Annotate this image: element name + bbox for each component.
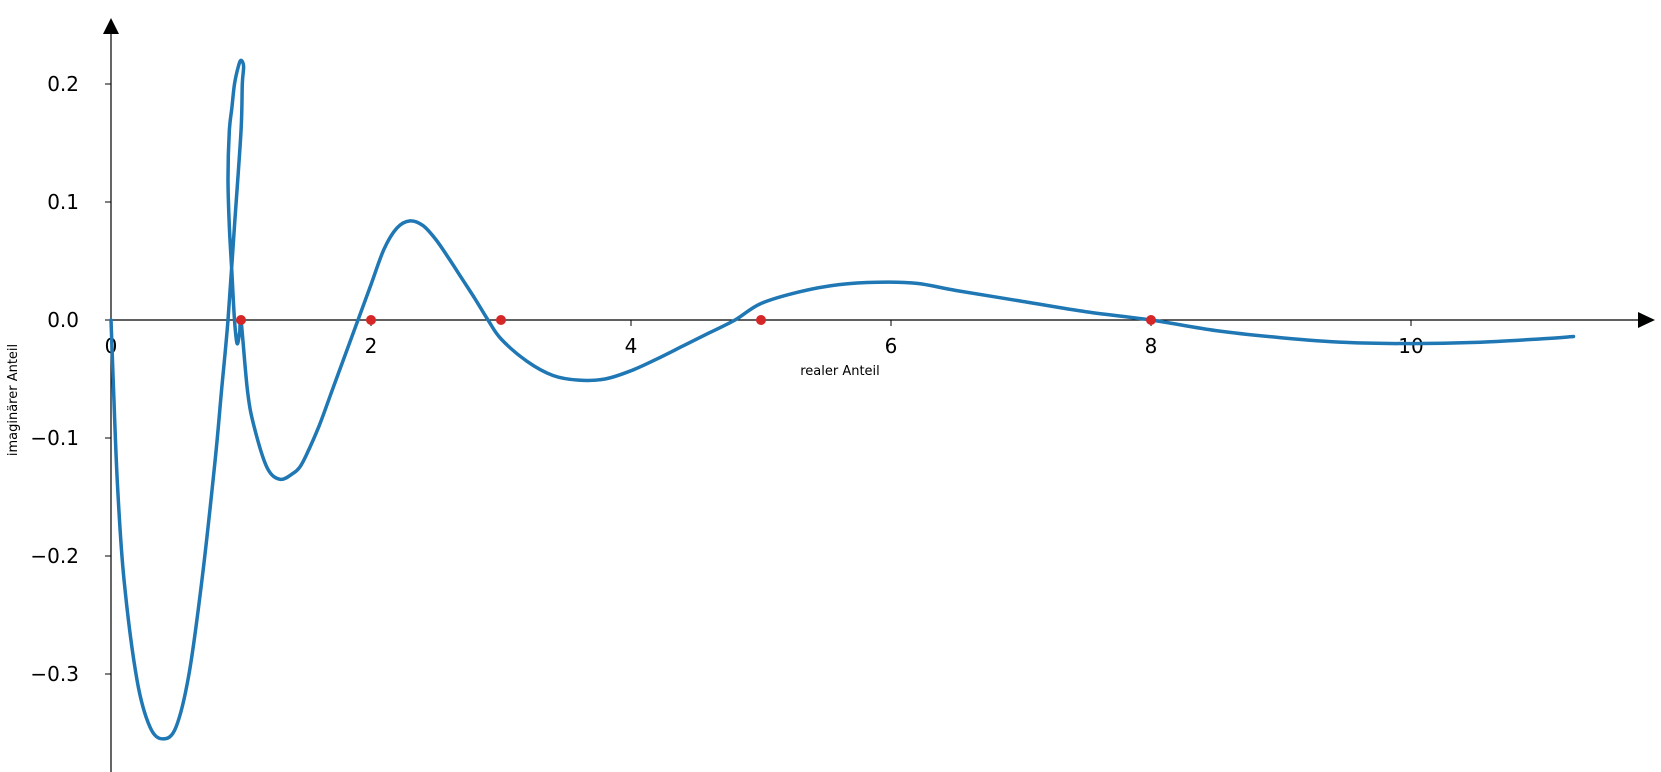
x-tick-label: 2 bbox=[365, 334, 378, 358]
y-tick-label: −0.3 bbox=[30, 662, 79, 686]
y-ticks: 0.2 0.1 0.0 −0.1 −0.2 −0.3 bbox=[30, 72, 111, 686]
data-point bbox=[496, 315, 506, 325]
x-axis-arrow-icon bbox=[1638, 312, 1655, 328]
y-tick-label: 0.2 bbox=[47, 72, 79, 96]
y-tick-label: −0.1 bbox=[30, 426, 79, 450]
data-point bbox=[1146, 315, 1156, 325]
zero-crossing-points bbox=[236, 315, 1156, 325]
data-point bbox=[366, 315, 376, 325]
x-tick-label: 4 bbox=[625, 334, 638, 358]
y-tick-label: 0.0 bbox=[47, 308, 79, 332]
x-axis-label: realer Anteil bbox=[800, 364, 880, 379]
x-ticks: 0 2 4 6 8 10 bbox=[105, 320, 1424, 358]
y-tick-label: −0.2 bbox=[30, 544, 79, 568]
series-line bbox=[109, 58, 1576, 741]
axes bbox=[103, 18, 1655, 772]
y-tick-label: 0.1 bbox=[47, 190, 79, 214]
data-point bbox=[236, 315, 246, 325]
data-point bbox=[756, 315, 766, 325]
y-axis-label: imaginärer Anteil bbox=[6, 344, 21, 456]
y-axis-arrow-icon bbox=[103, 18, 119, 34]
x-tick-label: 6 bbox=[885, 334, 898, 358]
x-tick-label: 10 bbox=[1398, 334, 1423, 358]
x-tick-label: 8 bbox=[1145, 334, 1158, 358]
